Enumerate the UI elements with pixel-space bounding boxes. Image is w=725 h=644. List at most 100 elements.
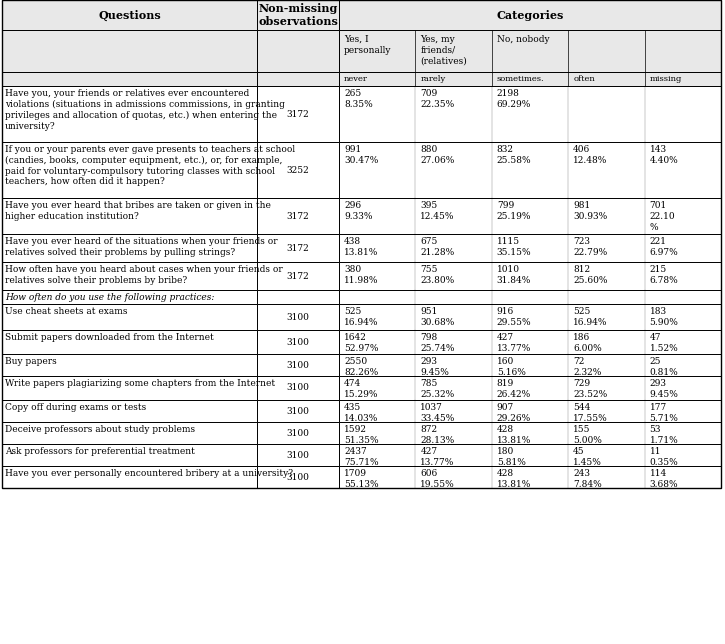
- Text: 1592
51.35%: 1592 51.35%: [344, 425, 378, 445]
- Text: 991
30.47%: 991 30.47%: [344, 145, 378, 165]
- Text: 435
14.03%: 435 14.03%: [344, 403, 378, 422]
- Bar: [2, 290, 257, 304]
- Text: 907
29.26%: 907 29.26%: [497, 403, 531, 422]
- Bar: [339, 86, 721, 142]
- Text: 1010
31.84%: 1010 31.84%: [497, 265, 531, 285]
- Bar: [339, 354, 721, 376]
- Bar: [339, 30, 721, 72]
- Text: Have you ever personally encountered bribery at a university?: Have you ever personally encountered bri…: [5, 469, 293, 478]
- Bar: [257, 290, 339, 304]
- Text: missing: missing: [650, 75, 682, 83]
- Text: No, nobody: No, nobody: [497, 35, 550, 44]
- Text: 114
3.68%: 114 3.68%: [650, 469, 678, 489]
- Bar: [2, 72, 257, 86]
- Text: 395
12.45%: 395 12.45%: [420, 201, 455, 221]
- Text: 11
0.35%: 11 0.35%: [650, 447, 679, 467]
- Text: 3172: 3172: [286, 272, 310, 281]
- Bar: [339, 72, 721, 86]
- Text: 606
19.55%: 606 19.55%: [420, 469, 455, 489]
- Bar: [257, 304, 339, 330]
- Text: sometimes.: sometimes.: [497, 75, 544, 83]
- Text: 832
25.58%: 832 25.58%: [497, 145, 531, 165]
- Text: 1642
52.97%: 1642 52.97%: [344, 333, 378, 353]
- Text: 155
5.00%: 155 5.00%: [573, 425, 602, 445]
- Bar: [257, 72, 339, 86]
- Text: 243
7.84%: 243 7.84%: [573, 469, 602, 489]
- Text: 3172: 3172: [286, 243, 310, 252]
- Text: 3100: 3100: [286, 473, 310, 482]
- Text: often: often: [573, 75, 595, 83]
- Bar: [257, 0, 339, 30]
- Bar: [2, 262, 257, 290]
- Text: 265
8.35%: 265 8.35%: [344, 89, 373, 109]
- Text: Copy off during exams or tests: Copy off during exams or tests: [5, 403, 146, 412]
- Text: 221
6.97%: 221 6.97%: [650, 237, 679, 257]
- Text: 25
0.81%: 25 0.81%: [650, 357, 679, 377]
- Text: 525
16.94%: 525 16.94%: [573, 307, 608, 327]
- Bar: [2, 466, 257, 488]
- Text: 812
25.60%: 812 25.60%: [573, 265, 608, 285]
- Bar: [339, 0, 721, 30]
- Text: 799
25.19%: 799 25.19%: [497, 201, 531, 221]
- Text: 675
21.28%: 675 21.28%: [420, 237, 455, 257]
- Text: Write papers plagiarizing some chapters from the Internet: Write papers plagiarizing some chapters …: [5, 379, 275, 388]
- Text: 474
15.29%: 474 15.29%: [344, 379, 378, 399]
- Bar: [339, 142, 721, 198]
- Bar: [2, 354, 257, 376]
- Bar: [2, 86, 257, 142]
- Text: 72
2.32%: 72 2.32%: [573, 357, 602, 377]
- Text: Non-missing
observations: Non-missing observations: [258, 3, 338, 27]
- Text: 2198
69.29%: 2198 69.29%: [497, 89, 531, 109]
- Text: 723
22.79%: 723 22.79%: [573, 237, 608, 257]
- Bar: [339, 330, 721, 354]
- Text: 3100: 3100: [286, 406, 310, 415]
- Text: 525
16.94%: 525 16.94%: [344, 307, 378, 327]
- Text: rarely: rarely: [420, 75, 446, 83]
- Bar: [257, 422, 339, 444]
- Bar: [2, 0, 721, 488]
- Text: 53
1.71%: 53 1.71%: [650, 425, 679, 445]
- Text: Submit papers downloaded from the Internet: Submit papers downloaded from the Intern…: [5, 333, 214, 342]
- Bar: [257, 444, 339, 466]
- Text: 380
11.98%: 380 11.98%: [344, 265, 378, 285]
- Text: 544
17.55%: 544 17.55%: [573, 403, 608, 422]
- Bar: [339, 304, 721, 330]
- Bar: [339, 466, 721, 488]
- Text: 872
28.13%: 872 28.13%: [420, 425, 455, 445]
- Text: Deceive professors about study problems: Deceive professors about study problems: [5, 425, 195, 434]
- Bar: [2, 400, 257, 422]
- Text: 729
23.52%: 729 23.52%: [573, 379, 608, 399]
- Bar: [2, 0, 257, 30]
- Text: Have you ever heard that bribes are taken or given in the
higher education insti: Have you ever heard that bribes are take…: [5, 201, 271, 221]
- Text: 1037
33.45%: 1037 33.45%: [420, 403, 455, 422]
- Text: 3100: 3100: [286, 451, 310, 460]
- Text: 3100: 3100: [286, 383, 310, 392]
- Bar: [257, 262, 339, 290]
- Text: 186
6.00%: 186 6.00%: [573, 333, 602, 353]
- Bar: [2, 234, 257, 262]
- Text: 438
13.81%: 438 13.81%: [344, 237, 378, 257]
- Text: 916
29.55%: 916 29.55%: [497, 307, 531, 327]
- Bar: [339, 422, 721, 444]
- Text: 406
12.48%: 406 12.48%: [573, 145, 608, 165]
- Text: 3252: 3252: [286, 166, 310, 175]
- Text: 819
26.42%: 819 26.42%: [497, 379, 531, 399]
- Bar: [257, 142, 339, 198]
- Text: 143
4.40%: 143 4.40%: [650, 145, 679, 165]
- Text: 951
30.68%: 951 30.68%: [420, 307, 455, 327]
- Text: 293
9.45%: 293 9.45%: [420, 357, 449, 377]
- Text: Yes, my
friends/
(relatives): Yes, my friends/ (relatives): [420, 35, 467, 66]
- Bar: [257, 354, 339, 376]
- Bar: [339, 262, 721, 290]
- Text: 1115
35.15%: 1115 35.15%: [497, 237, 531, 257]
- Text: Use cheat sheets at exams: Use cheat sheets at exams: [5, 307, 128, 316]
- Text: 177
5.71%: 177 5.71%: [650, 403, 679, 422]
- Bar: [257, 30, 339, 72]
- Text: 215
6.78%: 215 6.78%: [650, 265, 679, 285]
- Text: Have you ever heard of the situations when your friends or
relatives solved thei: Have you ever heard of the situations wh…: [5, 237, 278, 257]
- Text: 160
5.16%: 160 5.16%: [497, 357, 526, 377]
- Text: 180
5.81%: 180 5.81%: [497, 447, 526, 467]
- Text: 3100: 3100: [286, 361, 310, 370]
- Text: 981
30.93%: 981 30.93%: [573, 201, 608, 221]
- Bar: [257, 86, 339, 142]
